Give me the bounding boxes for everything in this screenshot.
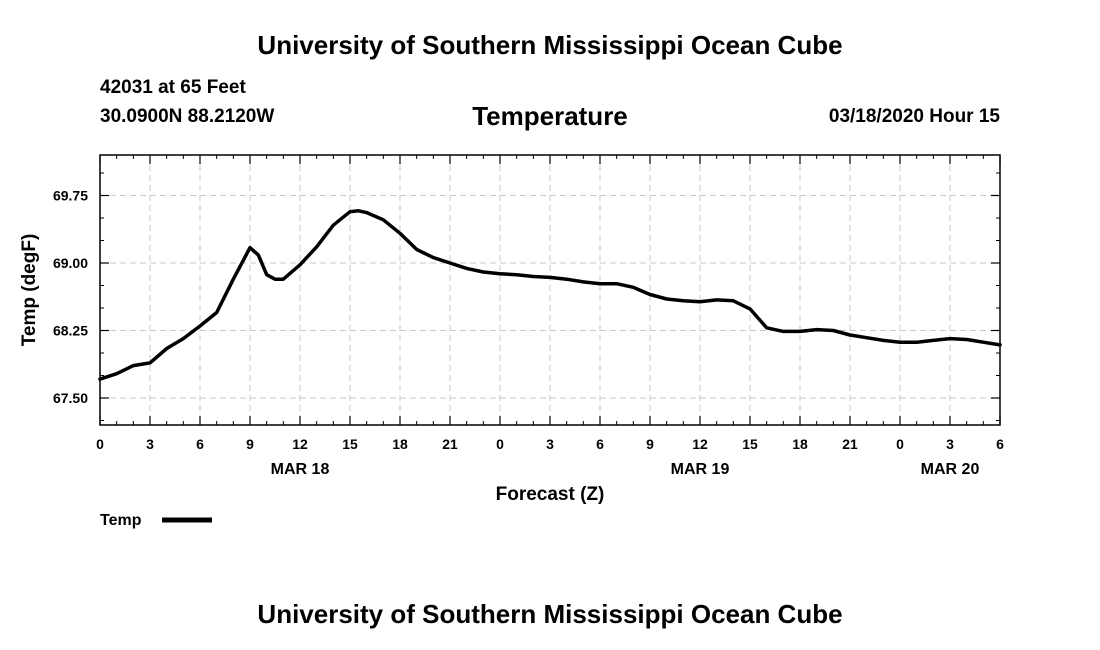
grid-lines bbox=[100, 155, 1000, 425]
x-tick-label: 9 bbox=[646, 436, 654, 452]
x-tick-label: 6 bbox=[196, 436, 204, 452]
date-label: MAR 18 bbox=[271, 461, 330, 478]
temp-series-line bbox=[98, 209, 1002, 381]
y-axis-label: Temp (degF) bbox=[19, 234, 40, 347]
x-tick-label: 0 bbox=[496, 436, 504, 452]
x-tick-label: 0 bbox=[96, 436, 104, 452]
x-axis-label: Forecast (Z) bbox=[496, 484, 605, 505]
x-tick-label: 15 bbox=[342, 436, 358, 452]
x-tick-label: 15 bbox=[742, 436, 758, 452]
x-tick-label: 0 bbox=[896, 436, 904, 452]
x-tick-label: 12 bbox=[692, 436, 708, 452]
date-label: MAR 20 bbox=[921, 461, 980, 478]
station-label: 42031 at 65 Feet bbox=[100, 77, 246, 98]
page-title: University of Southern Mississippi Ocean… bbox=[257, 30, 843, 60]
x-tick-label: 18 bbox=[392, 436, 408, 452]
coordinates-label: 30.0900N 88.2120W bbox=[100, 106, 275, 127]
x-tick-label: 18 bbox=[792, 436, 808, 452]
x-tick-label: 12 bbox=[292, 436, 308, 452]
x-tick-label: 21 bbox=[442, 436, 458, 452]
axis-ticks bbox=[99, 155, 1001, 425]
run-time-label: 03/18/2020 Hour 15 bbox=[828, 106, 1000, 127]
x-tick-label: 3 bbox=[146, 436, 154, 452]
chart-title: Temperature bbox=[472, 101, 628, 131]
series-layer bbox=[98, 209, 1002, 381]
x-tick-label: 21 bbox=[842, 436, 858, 452]
x-tick-label: 3 bbox=[546, 436, 554, 452]
legend: Temp bbox=[100, 512, 212, 529]
y-tick-label: 69.75 bbox=[53, 188, 88, 204]
y-tick-label: 68.25 bbox=[53, 323, 88, 339]
date-label: MAR 19 bbox=[671, 461, 730, 478]
legend-label: Temp bbox=[100, 512, 142, 529]
y-tick-label: 69.00 bbox=[53, 255, 88, 271]
axis-labels: 0 3 6 9 12 15 18 21 0 3 6 9 12 15 18 21 0 3 6 67.50 68.25 69.… bbox=[53, 188, 1004, 479]
x-tick-label: 6 bbox=[996, 436, 1004, 452]
footer-title: University of Southern Mississippi Ocean… bbox=[257, 599, 843, 629]
x-tick-label: 6 bbox=[596, 436, 604, 452]
x-tick-label: 3 bbox=[946, 436, 954, 452]
x-tick-label: 9 bbox=[246, 436, 254, 452]
y-tick-label: 67.50 bbox=[53, 390, 88, 406]
